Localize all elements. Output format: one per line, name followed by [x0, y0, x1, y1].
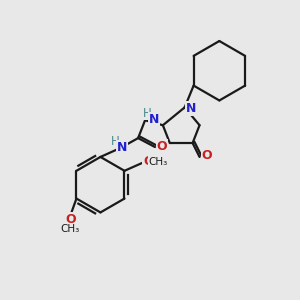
Text: H: H — [143, 107, 152, 120]
Text: N: N — [185, 102, 196, 115]
Text: CH₃: CH₃ — [61, 224, 80, 234]
Text: O: O — [143, 155, 154, 168]
Text: O: O — [201, 149, 212, 162]
Text: O: O — [157, 140, 167, 152]
Text: O: O — [65, 213, 76, 226]
Text: H: H — [111, 135, 120, 148]
Text: N: N — [149, 113, 159, 126]
Text: CH₃: CH₃ — [148, 157, 168, 167]
Text: N: N — [117, 140, 128, 154]
